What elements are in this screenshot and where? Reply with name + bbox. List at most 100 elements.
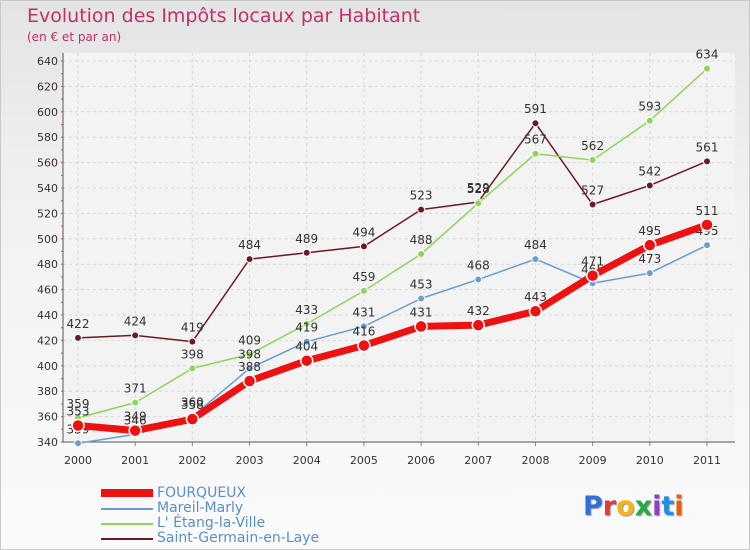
x-tick-label: 2001	[121, 454, 149, 467]
data-point-l-tang-la-ville	[302, 319, 311, 328]
x-tick-label: 2004	[293, 454, 321, 467]
y-tick-label: 480	[37, 258, 58, 271]
data-point-fourqueux	[128, 423, 142, 438]
data-point-fourqueux	[528, 304, 543, 318]
data-point-l-tang-la-ville	[417, 250, 426, 259]
data-point-fourqueux	[471, 318, 486, 332]
chart-subtitle: (en € et par an)	[27, 30, 122, 44]
data-point-l-tang-la-ville	[474, 199, 483, 208]
y-tick-label: 420	[37, 334, 58, 347]
x-tick-label: 2003	[236, 454, 264, 467]
data-label-mareil-marly: 398	[238, 347, 261, 361]
data-label-l-tang-la-ville: 359	[67, 397, 90, 411]
logo-letter: i	[652, 491, 662, 522]
data-label-l-tang-la-ville: 488	[410, 233, 433, 247]
data-label-saint-germain-en-laye: 422	[67, 317, 90, 331]
x-tick-label: 2007	[464, 454, 492, 467]
data-label-l-tang-la-ville: 459	[352, 270, 375, 284]
data-point-mareil-marly	[531, 255, 540, 264]
data-point-fourqueux	[700, 218, 714, 232]
data-point-saint-germain-en-laye	[359, 242, 368, 251]
series-line-fourqueux	[74, 221, 711, 435]
data-point-l-tang-la-ville	[531, 149, 540, 158]
data-label-mareil-marly: 431	[352, 305, 375, 319]
data-label-fourqueux: 511	[696, 204, 719, 218]
x-tick-label: 2006	[407, 454, 435, 467]
y-tick-label: 400	[37, 360, 58, 373]
y-tick-label: 540	[37, 182, 58, 195]
series-line-saint-germain-en-laye	[77, 122, 708, 343]
data-point-fourqueux	[299, 353, 314, 368]
legend-swatch-mareil-marly	[101, 508, 153, 510]
data-label-fourqueux: 349	[124, 410, 147, 424]
data-point-mareil-marly	[474, 275, 483, 284]
data-point-mareil-marly	[417, 294, 426, 303]
data-point-saint-germain-en-laye	[74, 333, 82, 342]
data-point-fourqueux	[643, 238, 657, 252]
x-tick-label: 2000	[64, 454, 92, 467]
data-label-l-tang-la-ville: 567	[524, 133, 547, 147]
data-point-l-tang-la-ville	[588, 156, 597, 165]
data-label-l-tang-la-ville: 433	[295, 303, 318, 317]
data-point-l-tang-la-ville	[188, 364, 197, 373]
x-tick-label: 2009	[579, 454, 607, 467]
data-label-fourqueux: 353	[67, 404, 90, 418]
data-point-saint-germain-en-laye	[188, 337, 197, 346]
data-point-mareil-marly	[645, 269, 654, 278]
logo-letter: t	[661, 491, 675, 522]
legend-swatch-etang-la-ville	[101, 523, 153, 525]
series-line-l-tang-la-ville	[77, 67, 708, 419]
data-label-mareil-marly: 473	[638, 252, 661, 266]
legend-swatch-fourqueux	[101, 489, 153, 497]
y-tick-label: 440	[37, 309, 58, 322]
data-point-fourqueux	[185, 412, 200, 426]
data-point-l-tang-la-ville	[645, 116, 654, 125]
data-label-saint-germain-en-laye: 542	[638, 164, 661, 178]
data-label-l-tang-la-ville: 371	[124, 382, 147, 396]
data-point-saint-germain-en-laye	[245, 255, 254, 264]
legend-label-fourqueux: FOURQUEUX	[157, 485, 246, 501]
plot-area	[63, 53, 735, 442]
data-label-saint-germain-en-laye: 527	[581, 184, 604, 198]
data-label-saint-germain-en-laye: 494	[352, 225, 375, 239]
data-label-mareil-marly: 419	[295, 321, 318, 335]
y-tick-label: 580	[37, 131, 58, 144]
y-tick-label: 340	[37, 436, 58, 449]
y-tick-label: 500	[37, 233, 58, 246]
legend-label-saint-germain-en-laye: Saint-Germain-en-Laye	[157, 530, 320, 546]
data-label-saint-germain-en-laye: 529	[467, 181, 490, 195]
data-label-fourqueux: 404	[295, 340, 318, 354]
data-point-mareil-marly	[245, 364, 254, 373]
x-tick-label: 2011	[693, 454, 721, 467]
logo-letter: x	[634, 491, 653, 522]
chart-title: Evolution des Impôts locaux par Habitant	[27, 5, 421, 27]
data-label-mareil-marly: 453	[410, 277, 433, 291]
data-label-mareil-marly: 360	[181, 396, 204, 410]
y-tick-label: 360	[37, 411, 58, 424]
legend-label-mareil-marly: Mareil-Marly	[157, 500, 244, 516]
data-point-l-tang-la-ville	[703, 64, 711, 73]
data-point-l-tang-la-ville	[359, 286, 368, 295]
y-tick-label: 600	[37, 106, 58, 119]
data-label-saint-germain-en-laye: 489	[295, 232, 318, 246]
data-label-saint-germain-en-laye: 424	[124, 314, 147, 328]
data-label-mareil-marly: 468	[467, 258, 490, 272]
data-label-l-tang-la-ville: 409	[238, 333, 261, 347]
logo-letter: i	[674, 491, 684, 522]
data-label-mareil-marly: 346	[124, 413, 147, 427]
data-label-l-tang-la-ville: 528	[467, 182, 490, 196]
data-point-saint-germain-en-laye	[417, 205, 426, 214]
data-label-mareil-marly: 484	[524, 238, 547, 252]
data-point-saint-germain-en-laye	[645, 181, 654, 190]
logo-letter: o	[616, 491, 635, 522]
data-point-fourqueux	[71, 418, 85, 433]
data-label-fourqueux: 443	[524, 290, 547, 304]
y-tick-label: 380	[37, 385, 58, 398]
data-label-saint-germain-en-laye: 419	[181, 321, 204, 335]
data-label-fourqueux: 471	[581, 255, 604, 269]
data-label-l-tang-la-ville: 562	[581, 139, 604, 153]
data-label-fourqueux: 358	[181, 398, 204, 412]
legend-swatch-saint-germain-en-laye	[101, 538, 153, 540]
proxiti-logo: Proxiti	[583, 491, 684, 522]
data-point-mareil-marly	[359, 322, 368, 331]
